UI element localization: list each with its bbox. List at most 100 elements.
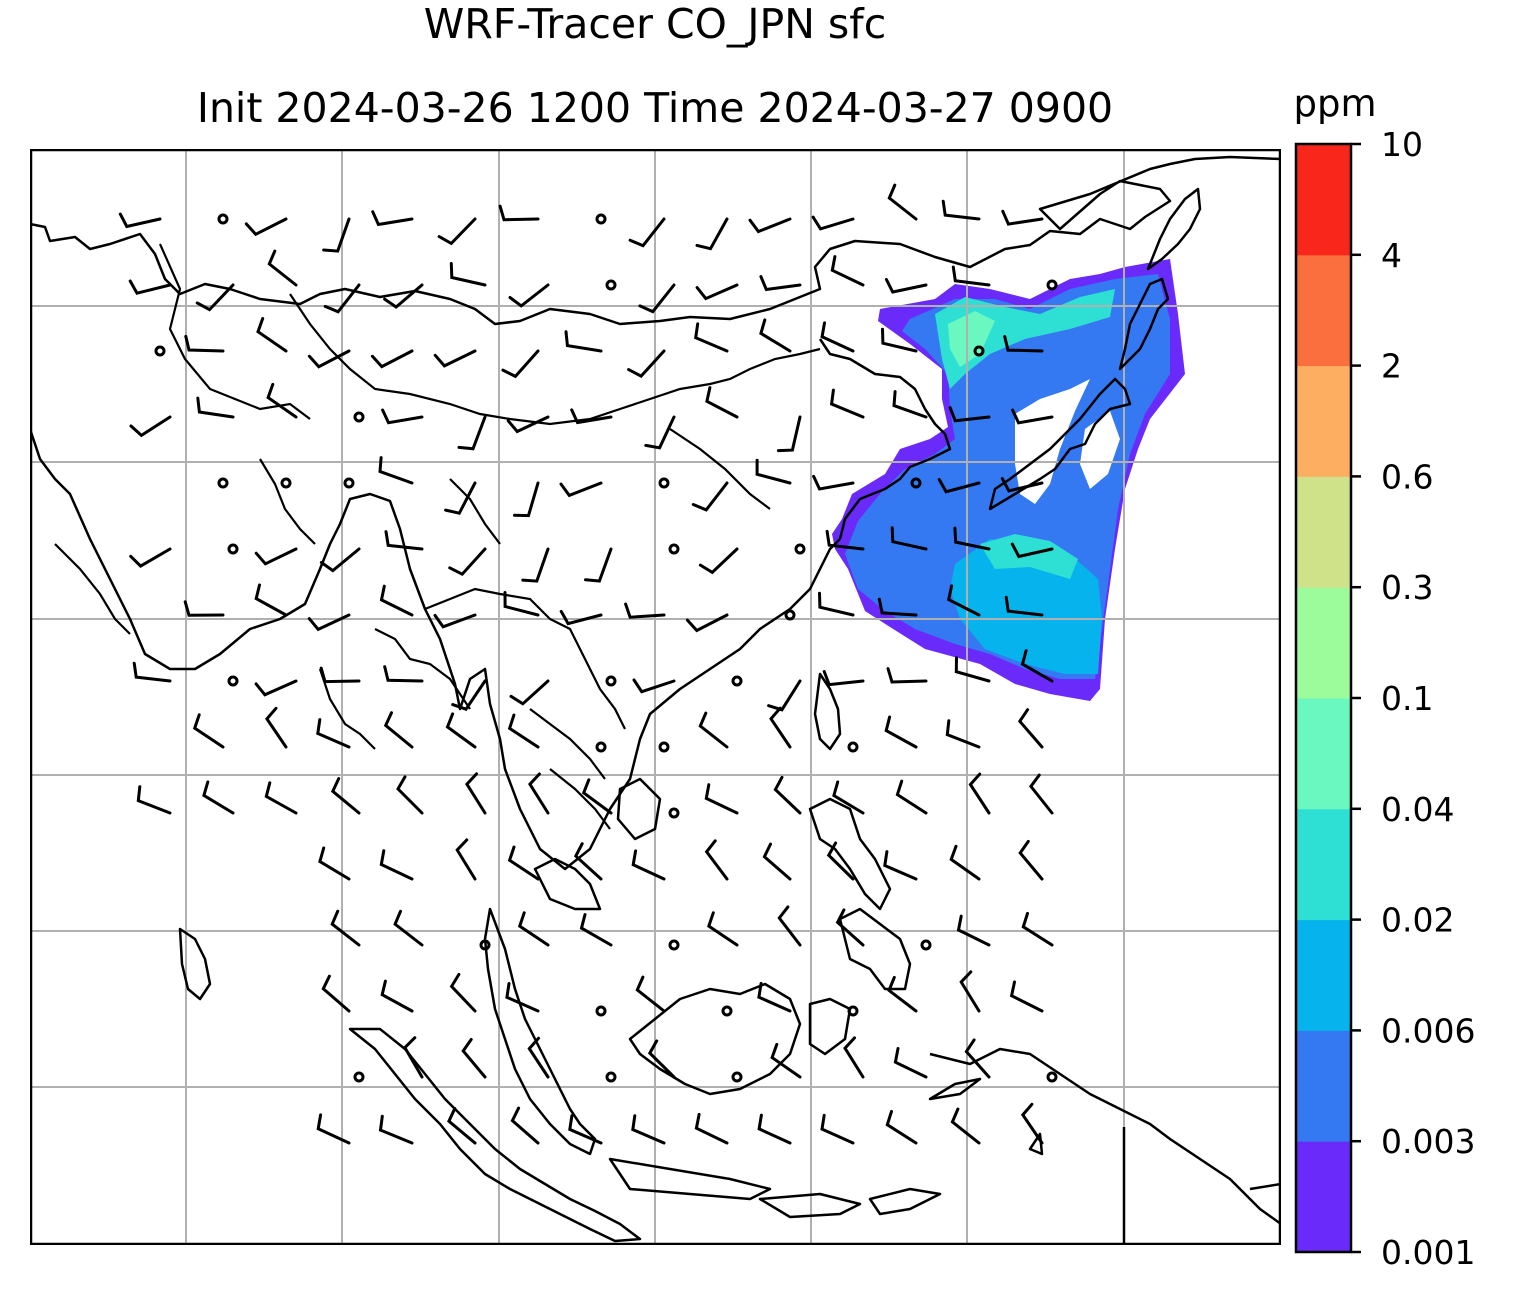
calm-wind-marker bbox=[658, 741, 670, 753]
wind-barb bbox=[685, 613, 729, 633]
wind-barb bbox=[951, 265, 991, 287]
wind-barb bbox=[396, 775, 424, 815]
wind-barb bbox=[893, 1047, 928, 1079]
calm-wind-marker bbox=[280, 477, 292, 489]
wind-barb bbox=[968, 772, 991, 815]
colorbar-band bbox=[1296, 919, 1351, 1031]
colorbar-ticks: 0.001 0.003 0.006 0.02 0.04 0.1 0.3 0.6 2 4 10 bbox=[1351, 125, 1475, 1272]
wind-barb bbox=[1011, 408, 1054, 425]
wind-barb bbox=[129, 547, 172, 568]
wind-barb bbox=[945, 719, 981, 749]
wind-barb bbox=[378, 1114, 414, 1145]
wind-barb bbox=[704, 839, 729, 881]
calm-wind-marker bbox=[668, 543, 680, 555]
wind-barb bbox=[1010, 542, 1054, 559]
wind-barb bbox=[964, 1038, 991, 1079]
wind-barb bbox=[818, 591, 855, 617]
wind-barb bbox=[383, 665, 424, 683]
wind-barb bbox=[254, 679, 298, 697]
calm-wind-marker bbox=[668, 807, 680, 819]
wind-barb bbox=[379, 849, 414, 881]
wind-barb bbox=[330, 777, 361, 815]
colorbar-bands bbox=[1296, 144, 1351, 1253]
wind-barb bbox=[449, 262, 487, 287]
wind-barb bbox=[835, 908, 865, 947]
wind-barb bbox=[757, 981, 792, 1013]
wind-barb bbox=[832, 780, 865, 815]
wind-barb bbox=[267, 249, 298, 287]
wind-barb bbox=[319, 666, 361, 684]
wind-barb bbox=[527, 1036, 550, 1079]
calm-wind-marker bbox=[1046, 1071, 1058, 1083]
calm-wind-marker bbox=[920, 939, 932, 951]
wind-barb bbox=[820, 321, 855, 353]
wind-barb bbox=[773, 775, 802, 815]
wind-barb bbox=[318, 846, 351, 881]
wind-barb bbox=[1021, 911, 1054, 947]
calm-wind-marker bbox=[595, 213, 607, 225]
wind-barbs bbox=[118, 183, 1058, 1145]
calm-wind-marker bbox=[154, 345, 166, 357]
calm-wind-marker bbox=[595, 1005, 607, 1017]
wind-barb bbox=[322, 217, 351, 253]
wind-barb bbox=[192, 713, 225, 749]
calm-wind-marker bbox=[784, 609, 796, 621]
wind-barb bbox=[822, 670, 865, 687]
wind-barb bbox=[937, 478, 981, 494]
wind-barb bbox=[628, 217, 666, 248]
wind-barb bbox=[884, 715, 918, 749]
wind-barb bbox=[129, 415, 172, 438]
wind-barb bbox=[380, 979, 414, 1013]
wind-barb bbox=[777, 905, 802, 947]
wind-barb bbox=[757, 1113, 792, 1145]
colorbar-band bbox=[1296, 698, 1351, 810]
wind-barb bbox=[264, 781, 298, 815]
wind-barb bbox=[319, 547, 361, 573]
calm-wind-marker bbox=[847, 1005, 859, 1017]
wind-barb bbox=[1000, 477, 1044, 493]
wind-barb bbox=[508, 283, 550, 308]
colorbar-band bbox=[1296, 476, 1351, 588]
wind-barb bbox=[403, 1036, 424, 1079]
colorbar-tick-label: 4 bbox=[1381, 236, 1402, 275]
wind-barb bbox=[694, 1112, 729, 1145]
calm-wind-marker bbox=[227, 543, 239, 555]
wind-barb bbox=[449, 972, 477, 1013]
wind-barb bbox=[513, 481, 540, 518]
wind-barb bbox=[393, 909, 424, 947]
wind-barb bbox=[624, 602, 666, 619]
wind-barb bbox=[330, 909, 361, 947]
wind-barb bbox=[1009, 980, 1044, 1013]
wind-barb bbox=[202, 780, 235, 815]
wind-barb bbox=[244, 217, 288, 237]
wind-barb bbox=[627, 349, 666, 378]
wind-barb bbox=[755, 458, 792, 485]
wind-barb bbox=[759, 318, 792, 353]
wind-barb bbox=[581, 778, 613, 815]
wind-barb bbox=[635, 975, 666, 1013]
colorbar-tick-label: 0.02 bbox=[1381, 901, 1454, 940]
wind-barb bbox=[184, 334, 225, 353]
wind-barb bbox=[704, 783, 739, 815]
wind-barb bbox=[1003, 335, 1044, 353]
colorbar-band bbox=[1296, 1030, 1351, 1142]
colorbar-band bbox=[1296, 808, 1351, 921]
colorbar-tick-label: 10 bbox=[1381, 125, 1423, 164]
wind-barb bbox=[698, 711, 729, 749]
wind-barb bbox=[820, 1113, 855, 1145]
wind-barb bbox=[384, 530, 424, 551]
wind-barb bbox=[887, 183, 918, 221]
wind-barb bbox=[570, 408, 613, 425]
wind-barb bbox=[433, 349, 477, 368]
calm-wind-marker bbox=[721, 1005, 733, 1017]
wind-barb bbox=[647, 1039, 676, 1079]
calm-wind-marker bbox=[217, 213, 229, 225]
wind-barb bbox=[265, 706, 288, 749]
wind-barb bbox=[1018, 839, 1044, 881]
wind-barb bbox=[444, 481, 477, 515]
wind-barb bbox=[509, 679, 550, 706]
wind-barb bbox=[517, 911, 550, 947]
wind-barb bbox=[381, 408, 424, 425]
wind-barb bbox=[507, 845, 540, 881]
wind-barb bbox=[769, 706, 792, 749]
